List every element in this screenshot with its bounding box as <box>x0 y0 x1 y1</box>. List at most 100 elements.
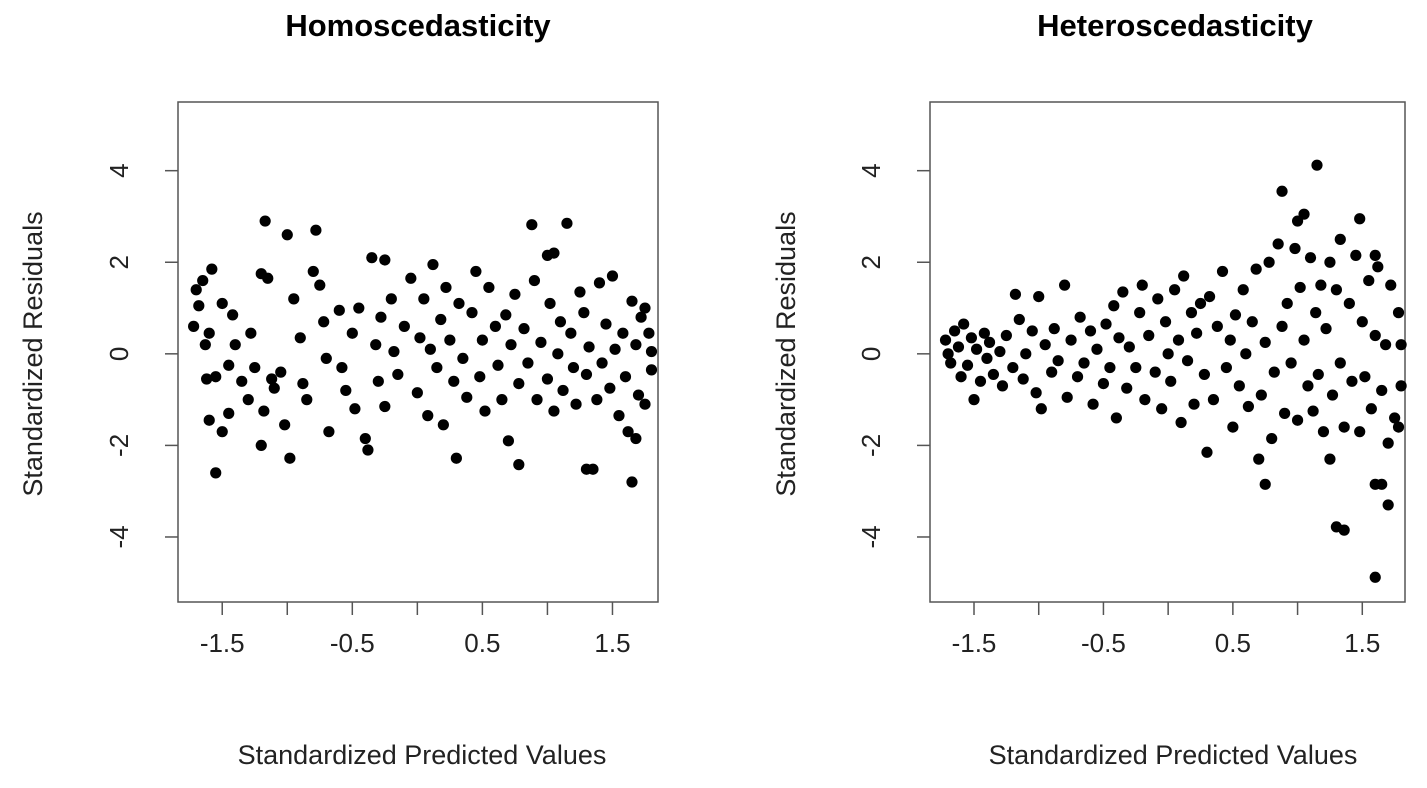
data-point <box>994 345 1006 358</box>
data-point <box>453 297 465 310</box>
data-point <box>359 432 371 445</box>
data-point <box>587 463 599 475</box>
y-axis-label: Standardized Residuals <box>18 211 48 496</box>
data-point <box>349 403 361 415</box>
data-point <box>1279 407 1291 419</box>
data-point <box>242 394 254 406</box>
chart-title: Homoscedasticity <box>285 8 551 43</box>
data-point <box>323 426 335 438</box>
data-point <box>201 373 213 385</box>
data-point <box>1395 380 1407 392</box>
data-point <box>1369 329 1381 342</box>
data-point <box>1201 446 1213 458</box>
data-point <box>1298 334 1310 346</box>
data-point <box>457 352 469 365</box>
data-point <box>981 352 993 365</box>
data-point <box>336 361 348 374</box>
data-point <box>1143 329 1155 342</box>
data-point <box>431 361 443 374</box>
data-point <box>513 459 525 471</box>
data-point <box>502 435 515 447</box>
data-point <box>1272 238 1284 250</box>
data-point <box>1255 389 1267 401</box>
y-tick-label: 0 <box>104 347 134 361</box>
data-point <box>262 272 274 284</box>
data-point <box>945 357 957 369</box>
data-point <box>1369 571 1381 583</box>
data-point <box>193 300 205 312</box>
data-point <box>1259 336 1271 348</box>
data-point <box>375 311 387 323</box>
data-point <box>541 373 554 385</box>
data-point <box>528 274 541 287</box>
data-point <box>1033 290 1045 303</box>
data-point <box>570 398 582 410</box>
data-point <box>1363 274 1375 287</box>
data-point <box>1289 242 1301 255</box>
x-axis-label: Standardized Predicted Values <box>238 740 607 770</box>
data-point <box>1046 366 1058 378</box>
data-point <box>1385 279 1397 291</box>
data-point <box>1059 279 1071 291</box>
data-point <box>1338 524 1350 536</box>
y-tick-label: 2 <box>856 255 886 269</box>
data-point <box>210 467 222 479</box>
data-point <box>1009 288 1022 300</box>
data-point <box>1233 380 1245 392</box>
data-point <box>199 339 211 351</box>
data-point <box>1376 478 1388 490</box>
data-point <box>1304 252 1317 264</box>
data-point <box>1198 368 1210 381</box>
data-point <box>206 263 218 275</box>
data-point <box>983 336 996 348</box>
data-point <box>1130 361 1142 374</box>
x-tick-label: 1.5 <box>1344 628 1380 658</box>
data-point <box>275 366 287 378</box>
data-point <box>1392 421 1405 433</box>
data-point <box>1311 159 1323 171</box>
data-point <box>385 293 397 305</box>
data-point <box>340 384 352 397</box>
scatter-points <box>939 159 1407 583</box>
data-point <box>1172 334 1185 346</box>
data-point <box>1178 270 1190 282</box>
data-point <box>1334 357 1346 369</box>
data-point <box>1330 284 1343 296</box>
y-tick-label: -2 <box>856 434 886 457</box>
data-point <box>314 279 326 291</box>
data-point <box>1048 323 1060 335</box>
data-point <box>320 352 332 365</box>
data-point <box>1266 432 1278 445</box>
data-point <box>626 295 638 307</box>
data-point <box>1035 403 1047 415</box>
data-point <box>1007 361 1019 374</box>
data-point <box>1078 357 1090 369</box>
data-point <box>1276 320 1288 332</box>
data-point <box>968 394 980 406</box>
data-point <box>961 359 974 371</box>
data-point <box>266 373 278 385</box>
data-point <box>965 332 978 344</box>
data-point <box>197 274 209 287</box>
data-point <box>552 348 564 360</box>
data-point <box>526 219 538 231</box>
data-point <box>567 361 580 374</box>
data-point <box>1191 327 1203 339</box>
data-point <box>1334 233 1346 245</box>
data-point <box>1175 416 1187 429</box>
data-point <box>1291 414 1304 426</box>
data-point <box>1350 249 1362 261</box>
data-point <box>613 410 625 422</box>
data-point <box>643 327 655 339</box>
data-point <box>466 307 478 319</box>
data-point <box>1324 453 1336 465</box>
data-point <box>1281 297 1293 310</box>
data-point <box>1315 279 1327 291</box>
data-point <box>440 281 452 294</box>
data-point <box>1061 391 1073 403</box>
data-point <box>392 368 404 381</box>
data-point <box>279 419 291 431</box>
data-point <box>1389 412 1401 424</box>
data-point <box>288 293 300 305</box>
